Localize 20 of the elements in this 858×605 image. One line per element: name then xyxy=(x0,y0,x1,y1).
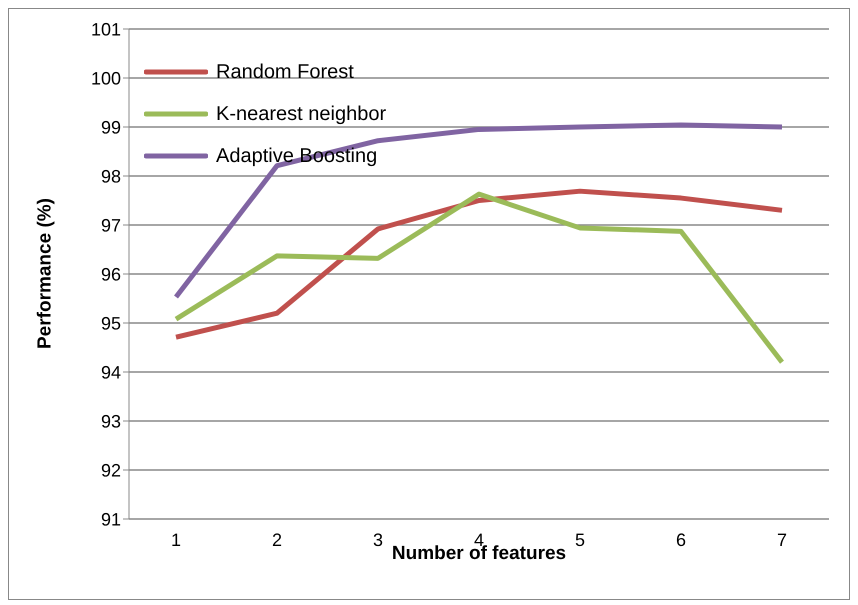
y-tick-label: 97 xyxy=(100,215,121,236)
y-tick-label: 101 xyxy=(90,19,121,40)
y-tick-label: 96 xyxy=(100,264,121,284)
x-tick-label: 3 xyxy=(372,530,384,550)
y-tick-label: 93 xyxy=(100,411,121,432)
legend-label: Random Forest xyxy=(216,60,354,84)
x-tick-label: 2 xyxy=(272,530,282,550)
legend-label: K-nearest neighbor xyxy=(216,102,386,126)
x-tick-label: 5 xyxy=(574,530,586,550)
x-tick-label: 7 xyxy=(776,530,788,550)
y-tick-label: 92 xyxy=(100,460,121,480)
y-tick-label: 94 xyxy=(100,362,121,382)
y-axis-title: Performance (%) xyxy=(34,198,56,349)
y-tick-label: 99 xyxy=(100,117,121,138)
y-tick-label: 91 xyxy=(100,509,121,530)
x-tick-label: 1 xyxy=(170,530,182,550)
y-tick-label: 95 xyxy=(100,313,121,334)
y-tick-label: 98 xyxy=(100,166,121,186)
y-tick-label: 100 xyxy=(90,68,121,88)
x-tick-label: 6 xyxy=(676,530,686,550)
